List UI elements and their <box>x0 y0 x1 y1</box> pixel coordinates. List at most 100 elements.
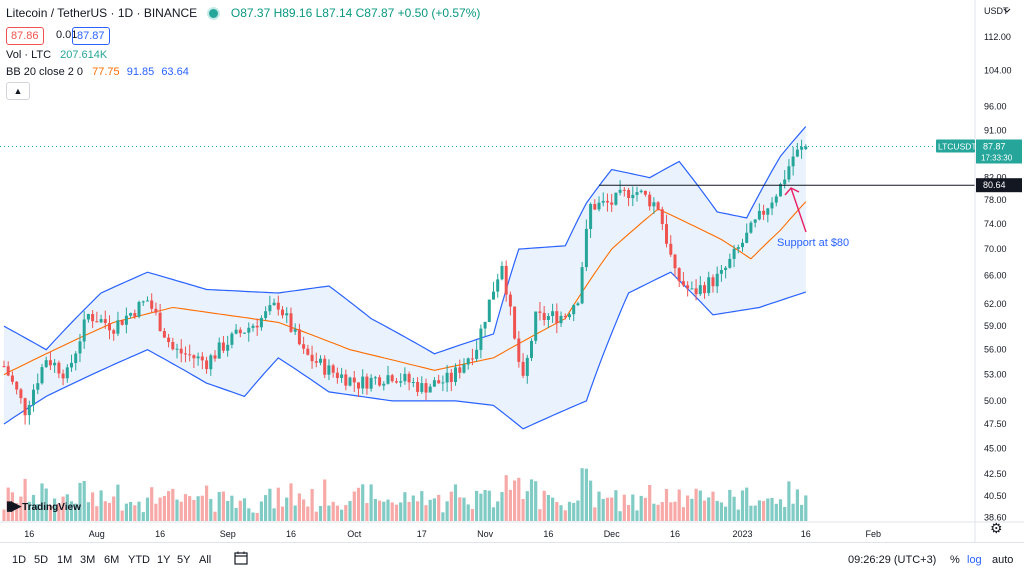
range-button-5d[interactable]: 5D <box>34 554 49 566</box>
candle-body <box>643 190 647 195</box>
candle-body <box>243 332 246 334</box>
bb-legend[interactable]: BB 20 close 2 0 77.75 91.85 63.64 <box>6 66 189 78</box>
candle-body <box>791 156 795 167</box>
symbol-title[interactable]: Litecoin / TetherUS · 1D · BINANCE <box>6 6 198 20</box>
volume-bar <box>188 496 192 521</box>
volume-bar <box>551 497 555 521</box>
volume-bar <box>656 504 660 521</box>
price-tick-label: 70.00 <box>984 244 1007 254</box>
candle-body <box>707 277 711 293</box>
volume-bar <box>437 494 441 521</box>
volume-bar <box>757 500 761 521</box>
candle-body <box>466 358 470 365</box>
candle-body <box>162 331 166 338</box>
volume-bar <box>175 499 179 521</box>
volume-bar <box>453 484 458 521</box>
candle-body <box>192 355 196 359</box>
price-tick-label: 50.00 <box>984 396 1007 406</box>
volume-bar <box>323 479 327 521</box>
auto-toggle[interactable]: auto <box>992 554 1014 566</box>
time-tick-label: 2023 <box>732 529 752 539</box>
range-button-1y[interactable]: 1Y <box>157 554 171 566</box>
buy-button[interactable]: 87.87 <box>72 27 110 45</box>
range-button-3m[interactable]: 3M <box>80 554 96 566</box>
volume-bar <box>449 491 453 521</box>
candle-body <box>437 380 441 384</box>
volume-bar <box>601 498 605 521</box>
volume-bar <box>107 502 112 521</box>
candle-body <box>378 377 382 386</box>
volume-legend[interactable]: Vol · LTC 207.614K <box>6 49 107 61</box>
volume-bar <box>268 488 272 521</box>
range-button-1m[interactable]: 1M <box>57 554 73 566</box>
candle-body <box>167 337 171 343</box>
volume-bar <box>546 495 550 521</box>
volume-bar <box>205 485 209 521</box>
volume-bar <box>635 510 639 521</box>
volume-bar <box>112 496 116 521</box>
volume-bar <box>247 508 251 521</box>
sell-button[interactable]: 87.86 <box>6 27 44 45</box>
volume-bar <box>774 503 778 521</box>
candle-body <box>196 356 200 359</box>
volume-bar <box>513 480 517 521</box>
volume-bar <box>82 481 86 521</box>
collapse-legend-button[interactable]: ▲ <box>6 82 30 100</box>
volume-bar <box>48 505 52 521</box>
candle-body <box>259 318 263 328</box>
volume-bar <box>804 495 808 521</box>
candle-body <box>382 383 386 386</box>
volume-bar <box>382 501 386 521</box>
candle-body <box>627 190 631 199</box>
candle-body <box>15 381 19 390</box>
percent-toggle[interactable]: % <box>950 554 960 566</box>
range-button-1d[interactable]: 1D <box>12 554 27 566</box>
volume-bar <box>521 499 525 521</box>
gear-icon[interactable]: ⚙ <box>990 520 1003 536</box>
candle-body <box>314 361 318 363</box>
candle-body <box>158 312 162 331</box>
candle-body <box>694 288 698 295</box>
volume-bar <box>86 502 90 521</box>
current-price-badge <box>976 139 1022 164</box>
volume-bar <box>555 502 559 521</box>
range-button-6m[interactable]: 6M <box>104 554 120 566</box>
chevron-up-icon: ▲ <box>13 86 23 96</box>
volume-bar <box>572 502 576 521</box>
volume-bar <box>639 495 643 521</box>
range-button-ytd[interactable]: YTD <box>128 554 150 566</box>
candle-body <box>753 219 757 223</box>
range-button-5y[interactable]: 5Y <box>177 554 191 566</box>
volume-bar <box>715 500 719 521</box>
range-button-all[interactable]: All <box>199 554 212 566</box>
candle-body <box>639 190 643 193</box>
candle-body <box>373 377 377 379</box>
calendar-range-icon[interactable] <box>234 551 248 568</box>
candle-body <box>449 372 453 382</box>
price-tick-label: 82.00 <box>984 173 1007 183</box>
candle-body <box>800 146 804 150</box>
volume-bar <box>99 490 103 521</box>
candle-body <box>247 327 251 333</box>
candle-body <box>61 373 65 379</box>
candle-body <box>289 313 293 332</box>
volume-bar <box>567 501 572 521</box>
candle-body <box>804 146 808 150</box>
volume-bar <box>458 497 462 521</box>
candle-body <box>508 294 512 307</box>
candle-body <box>454 367 457 382</box>
volume-bar <box>470 509 474 521</box>
candle-body <box>631 194 635 199</box>
volume-bar <box>724 506 728 521</box>
clock-display[interactable]: 09:26:29 (UTC+3) <box>848 554 937 566</box>
volume-bar <box>614 490 618 521</box>
volume-bar <box>74 503 78 521</box>
candle-body <box>555 311 559 324</box>
price-chart[interactable]: Support at $80 USDT 112.00 104.00 96.00 91.0… <box>0 0 1024 542</box>
candle-body <box>357 382 360 389</box>
log-toggle[interactable]: log <box>967 554 982 566</box>
candle-body <box>205 360 209 370</box>
candle-body <box>95 321 99 323</box>
price-tick-label: 45.00 <box>984 443 1007 453</box>
candle-body <box>82 319 86 342</box>
